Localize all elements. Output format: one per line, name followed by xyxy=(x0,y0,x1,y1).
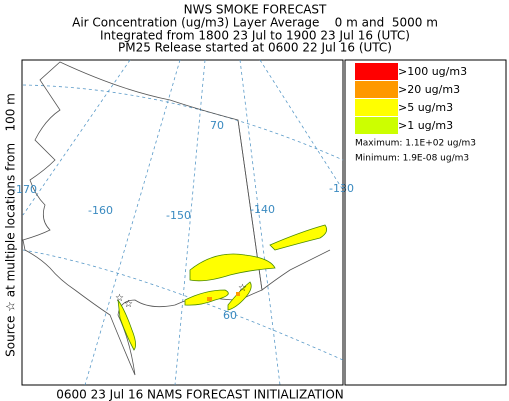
lon-label: -130 xyxy=(329,182,354,195)
lat-label: 70 xyxy=(210,119,224,132)
border xyxy=(237,119,331,291)
grid-line xyxy=(259,59,344,191)
side-label: Source ☆ at multiple locations from 100 … xyxy=(4,93,18,357)
map: ☆ ☆ ☆ 70 -170 -160 -150 -140 -130 60 xyxy=(12,59,354,386)
lat-label: 60 xyxy=(223,309,237,322)
source-marker: ☆ xyxy=(124,299,133,310)
smoke-plume xyxy=(189,253,276,282)
grid-line xyxy=(239,59,281,386)
legend: >100 ug/m3 >20 ug/m3 >5 ug/m3 >1 ug/m3 xyxy=(355,63,467,134)
legend-label: >1 ug/m3 xyxy=(398,119,453,132)
lon-label: -170 xyxy=(12,183,37,196)
legend-swatch xyxy=(355,117,398,134)
legend-swatch xyxy=(355,81,398,98)
smoke-plume xyxy=(269,224,328,251)
source-marker: ☆ xyxy=(238,283,247,294)
lon-label: -150 xyxy=(166,209,191,222)
legend-label: >100 ug/m3 xyxy=(398,65,467,78)
legend-frame xyxy=(344,59,507,386)
smoke-core xyxy=(207,297,212,301)
lon-label: -160 xyxy=(88,204,113,217)
subtitle: Air Concentration (ug/m3) Layer Average … xyxy=(72,16,438,30)
grid-line xyxy=(22,249,344,361)
grid-line xyxy=(22,84,344,161)
legend-label: >20 ug/m3 xyxy=(398,83,460,96)
grid-line xyxy=(174,59,206,386)
subtitle: PM25 Release started at 0600 22 Jul 16 (… xyxy=(118,41,392,55)
lon-label: -140 xyxy=(250,203,275,216)
grid-line xyxy=(84,59,181,386)
footer: 0600 23 Jul 16 NAMS FORECAST INITIALIZAT… xyxy=(56,388,344,401)
source-marker: ☆ xyxy=(115,293,124,304)
legend-swatch xyxy=(355,99,398,116)
grid-line xyxy=(22,59,131,216)
legend-label: >5 ug/m3 xyxy=(398,101,453,114)
legend-maximum: Maximum: 1.1E+02 ug/m3 xyxy=(355,139,476,149)
smoke-plume xyxy=(184,289,229,306)
title: NWS SMOKE FORECAST xyxy=(184,3,327,17)
smoke-plume xyxy=(117,299,136,351)
legend-minimum: Minimum: 1.9E-08 ug/m3 xyxy=(355,154,469,164)
coastline xyxy=(22,61,263,376)
map-frame xyxy=(21,59,344,386)
subtitle: Integrated from 1800 23 Jul to 1900 23 J… xyxy=(100,29,410,43)
smoke-core xyxy=(236,292,240,296)
legend-swatch xyxy=(355,63,398,80)
